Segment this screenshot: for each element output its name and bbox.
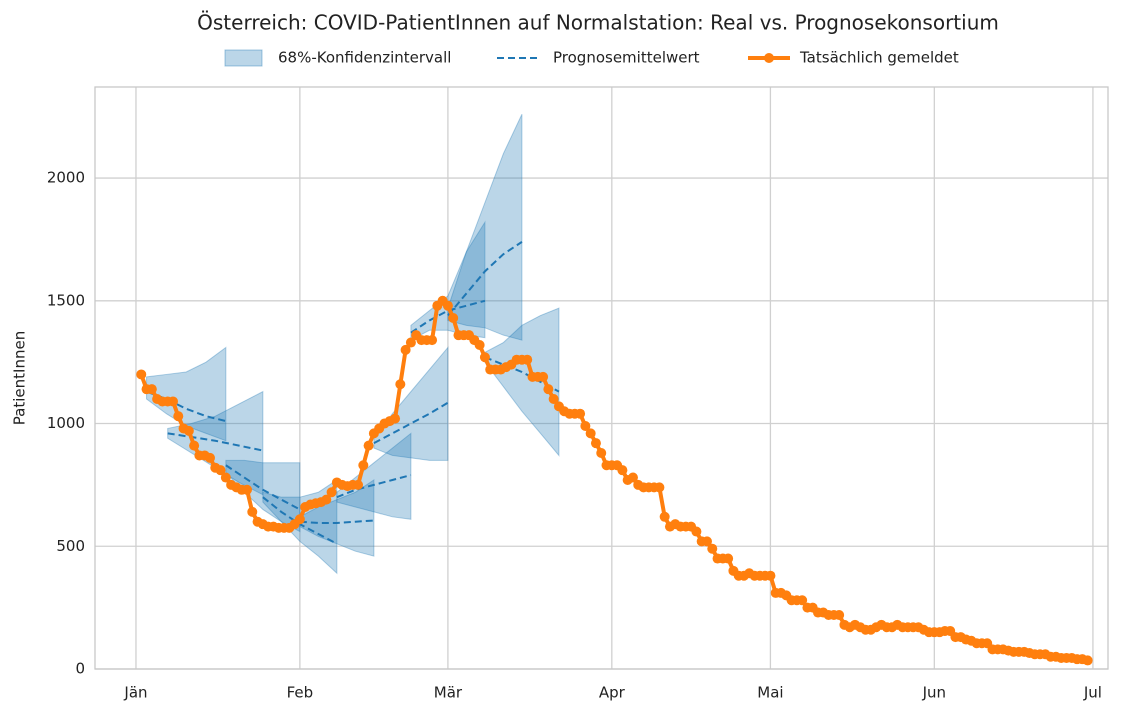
- actual-marker: [405, 337, 416, 348]
- actual-marker: [204, 452, 215, 463]
- forecast-mean-line: [299, 519, 374, 524]
- actual-marker: [590, 438, 601, 449]
- plot-frame: [94, 86, 1109, 670]
- x-tick-label: Feb: [287, 684, 314, 702]
- actual-marker: [220, 472, 231, 483]
- actual-marker: [442, 300, 453, 311]
- confidence-band: [146, 346, 227, 442]
- forecast-mean-line: [225, 464, 301, 511]
- actual-marker: [596, 447, 607, 458]
- actual-marker: [585, 428, 596, 439]
- actual-marker: [136, 369, 147, 380]
- actual-marker: [247, 506, 258, 517]
- actual-marker: [167, 396, 178, 407]
- actual-marker: [691, 526, 702, 537]
- actual-marker: [358, 460, 369, 471]
- confidence-band: [299, 479, 375, 557]
- actual-marker: [538, 371, 549, 382]
- actual-marker: [580, 420, 591, 431]
- actual-marker: [294, 514, 305, 525]
- y-tick-label: 1500: [47, 291, 85, 309]
- actual-marker: [797, 595, 808, 606]
- actual-marker: [723, 553, 734, 564]
- confidence-band: [167, 390, 264, 496]
- actual-marker: [448, 312, 459, 323]
- chart-title: Österreich: COVID-PatientInnen auf Norma…: [197, 11, 999, 35]
- actual-marker: [701, 536, 712, 547]
- actual-marker: [707, 543, 718, 554]
- actual-marker: [654, 482, 665, 493]
- actual-marker: [183, 425, 194, 436]
- actual-marker: [543, 384, 554, 395]
- actual-marker: [189, 440, 200, 451]
- confidence-band: [484, 307, 560, 457]
- actual-marker: [548, 393, 559, 404]
- confidence-band: [336, 432, 412, 520]
- legend-band-swatch: [224, 49, 263, 67]
- y-tick-label: 2000: [47, 169, 85, 187]
- y-axis-label: PatientInnen: [11, 331, 29, 425]
- x-tick-label: Jän: [123, 684, 147, 702]
- actual-marker: [353, 479, 364, 490]
- actual-marker: [400, 344, 411, 355]
- actual-marker: [326, 487, 337, 498]
- actual-marker: [575, 408, 586, 419]
- y-tick-label: 0: [75, 660, 85, 678]
- forecast-mean-line: [410, 299, 486, 334]
- actual-marker: [321, 494, 332, 505]
- legend-label: Prognosemittelwert: [553, 49, 700, 67]
- actual-marker: [479, 352, 490, 363]
- actual-marker: [427, 335, 438, 346]
- x-tick-label: Jun: [922, 684, 946, 702]
- actual-marker: [173, 411, 184, 422]
- x-tick-label: Mai: [757, 684, 783, 702]
- forecast-mean-line: [373, 401, 449, 445]
- actual-marker: [390, 413, 401, 424]
- actual-marker: [522, 354, 533, 365]
- x-tick-label: Apr: [599, 684, 626, 702]
- x-tick-label: Mär: [434, 684, 463, 702]
- forecast-mean-line: [336, 474, 412, 499]
- forecast-mean-line: [447, 241, 523, 317]
- legend-actual-marker: [764, 53, 774, 63]
- actual-marker: [659, 511, 670, 522]
- actual-marker: [395, 379, 406, 390]
- y-tick-label: 500: [56, 537, 85, 555]
- actual-marker: [765, 570, 776, 581]
- actual-marker: [215, 465, 226, 476]
- y-tick-label: 1000: [47, 414, 85, 432]
- actual-marker: [627, 472, 638, 483]
- actual-marker: [617, 465, 628, 476]
- actual-marker: [242, 484, 253, 495]
- confidence-band: [447, 114, 523, 341]
- confidence-band: [373, 346, 449, 461]
- actual-marker: [474, 339, 485, 350]
- forecast-mean-line: [167, 432, 264, 452]
- actual-marker: [1082, 655, 1093, 666]
- actual-marker: [834, 609, 845, 620]
- x-tick-label: Jul: [1083, 684, 1102, 702]
- legend-label: 68%-Konfidenzintervall: [278, 49, 451, 67]
- actual-marker: [363, 440, 374, 451]
- actual-marker: [146, 384, 157, 395]
- legend-label: Tatsächlich gemeldet: [799, 49, 959, 67]
